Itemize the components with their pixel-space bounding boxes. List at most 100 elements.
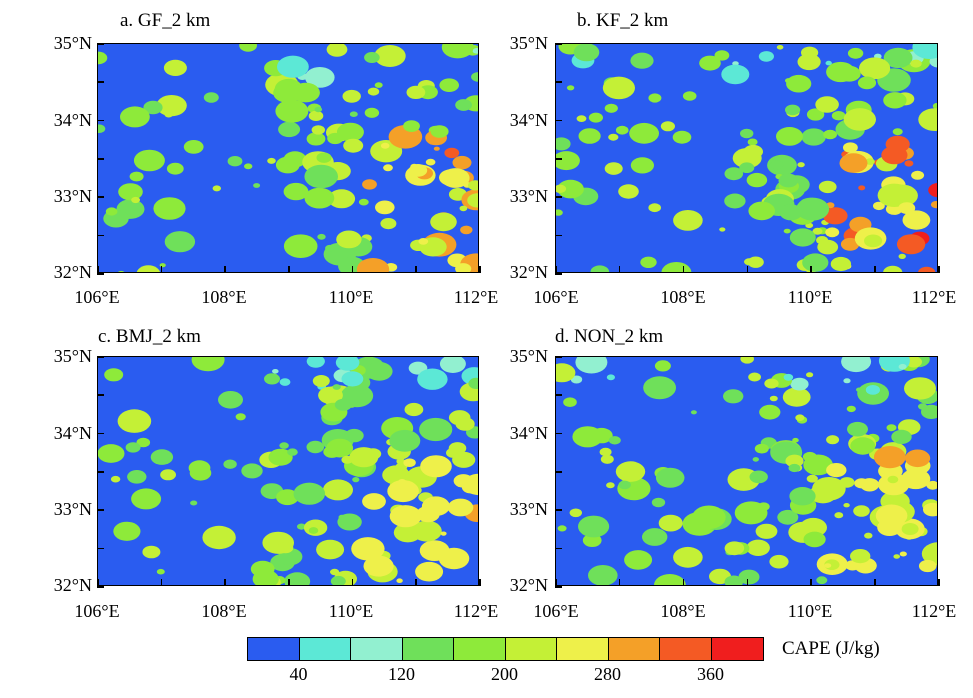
cape-patch [98,124,106,133]
cape-patch [759,404,781,420]
cape-patch [789,487,816,506]
colorbar-title: CAPE (J/kg) [782,638,880,659]
cape-patch [776,127,803,146]
cape-patch [806,108,825,121]
colorbar-label-40: 40 [289,664,308,684]
lon-label-108-d: 108°E [660,601,706,621]
cape-patch [396,458,406,465]
tick-mark [97,119,104,122]
colorbar [247,637,764,661]
cape-patch [758,51,774,62]
cape-patch [212,185,221,192]
cape-patch [326,44,348,57]
cape-patch [692,505,726,530]
cape-patch [283,182,309,201]
cape-patch [714,50,730,61]
colorbar-segment-9 [711,638,763,660]
cape-patch [606,374,615,381]
lat-label-32-left-bottom: 32°N [53,575,92,595]
cape-patch [918,108,937,131]
cape-patch [150,449,174,465]
cape-patch [183,140,204,154]
cape-patch [926,480,937,490]
cape-patch [600,454,614,464]
cape-patch [921,542,937,566]
tick-mark [351,579,354,586]
cape-patch [203,92,219,103]
cape-patch [877,183,912,207]
cape-patch [604,103,618,113]
cape-patch [374,45,406,67]
cape-patch [640,256,657,268]
cape-patch [843,108,876,131]
cape-patch [803,531,826,548]
cape-patch [797,53,821,71]
cape-patch [120,106,150,128]
lon-label-112-c: 112°E [453,601,499,621]
cape-patch [367,87,380,96]
cape-patch [904,377,936,400]
cape-patch [364,52,380,63]
cape-patch [282,537,290,543]
lon-label-106-c: 106°E [74,601,120,621]
cape-patch [375,200,395,215]
cape-patch [724,167,744,181]
colorbar-segment-4 [454,638,506,660]
cape-patch [902,210,931,230]
cape-patch [826,435,840,445]
cape-patch [416,505,440,523]
tick-mark [810,579,812,586]
cape-patch [363,555,394,577]
cape-patch [792,437,799,443]
cape-patch [352,477,360,483]
tick-mark [97,266,99,273]
cape-patch [467,193,478,208]
cape-patch [660,121,675,132]
cape-patch [724,541,745,556]
cape-patch [468,377,478,389]
panel-d-title: d. NON_2 km [555,326,664,347]
colorbar-label-120: 120 [388,664,415,684]
cape-patch [604,162,623,175]
lat-label-34-right-bottom: 34°N [509,423,548,443]
cape-patch [351,537,385,561]
cape-patch [364,448,382,460]
cape-patch [389,429,421,452]
cape-patch [901,523,919,535]
cape-patch [928,182,937,198]
cape-patch [887,475,899,484]
tick-mark [555,43,562,45]
cape-patch [747,256,764,268]
cape-patch [349,111,358,117]
tick-mark [682,579,685,586]
cape-patch [785,104,801,116]
cape-patch [275,156,300,174]
cape-patch [325,244,335,252]
cape-patch [843,378,851,384]
cape-patch [316,152,332,163]
cape-patch [570,375,583,384]
cape-patch [452,451,476,468]
cape-patch [860,478,880,492]
cape-patch [893,554,900,559]
cape-patch [786,74,812,93]
cape-patch [883,92,907,109]
cape-patch [421,549,434,559]
cape-patch [777,509,799,525]
cape-patch [406,85,426,99]
tick-mark [810,266,812,273]
cape-patch [608,436,621,445]
cape-patch [606,482,615,489]
cape-patch [131,488,162,510]
lon-label-108-c: 108°E [201,601,247,621]
tick-mark [97,81,104,83]
tick-mark [97,356,104,358]
cape-patch [380,218,397,230]
panel-d-map [555,356,938,586]
tick-mark [874,266,876,273]
tick-mark [160,579,163,586]
cape-patch [404,402,424,417]
cape-patch [843,503,850,508]
lon-label-108-a: 108°E [201,287,247,307]
tick-mark [555,81,562,83]
